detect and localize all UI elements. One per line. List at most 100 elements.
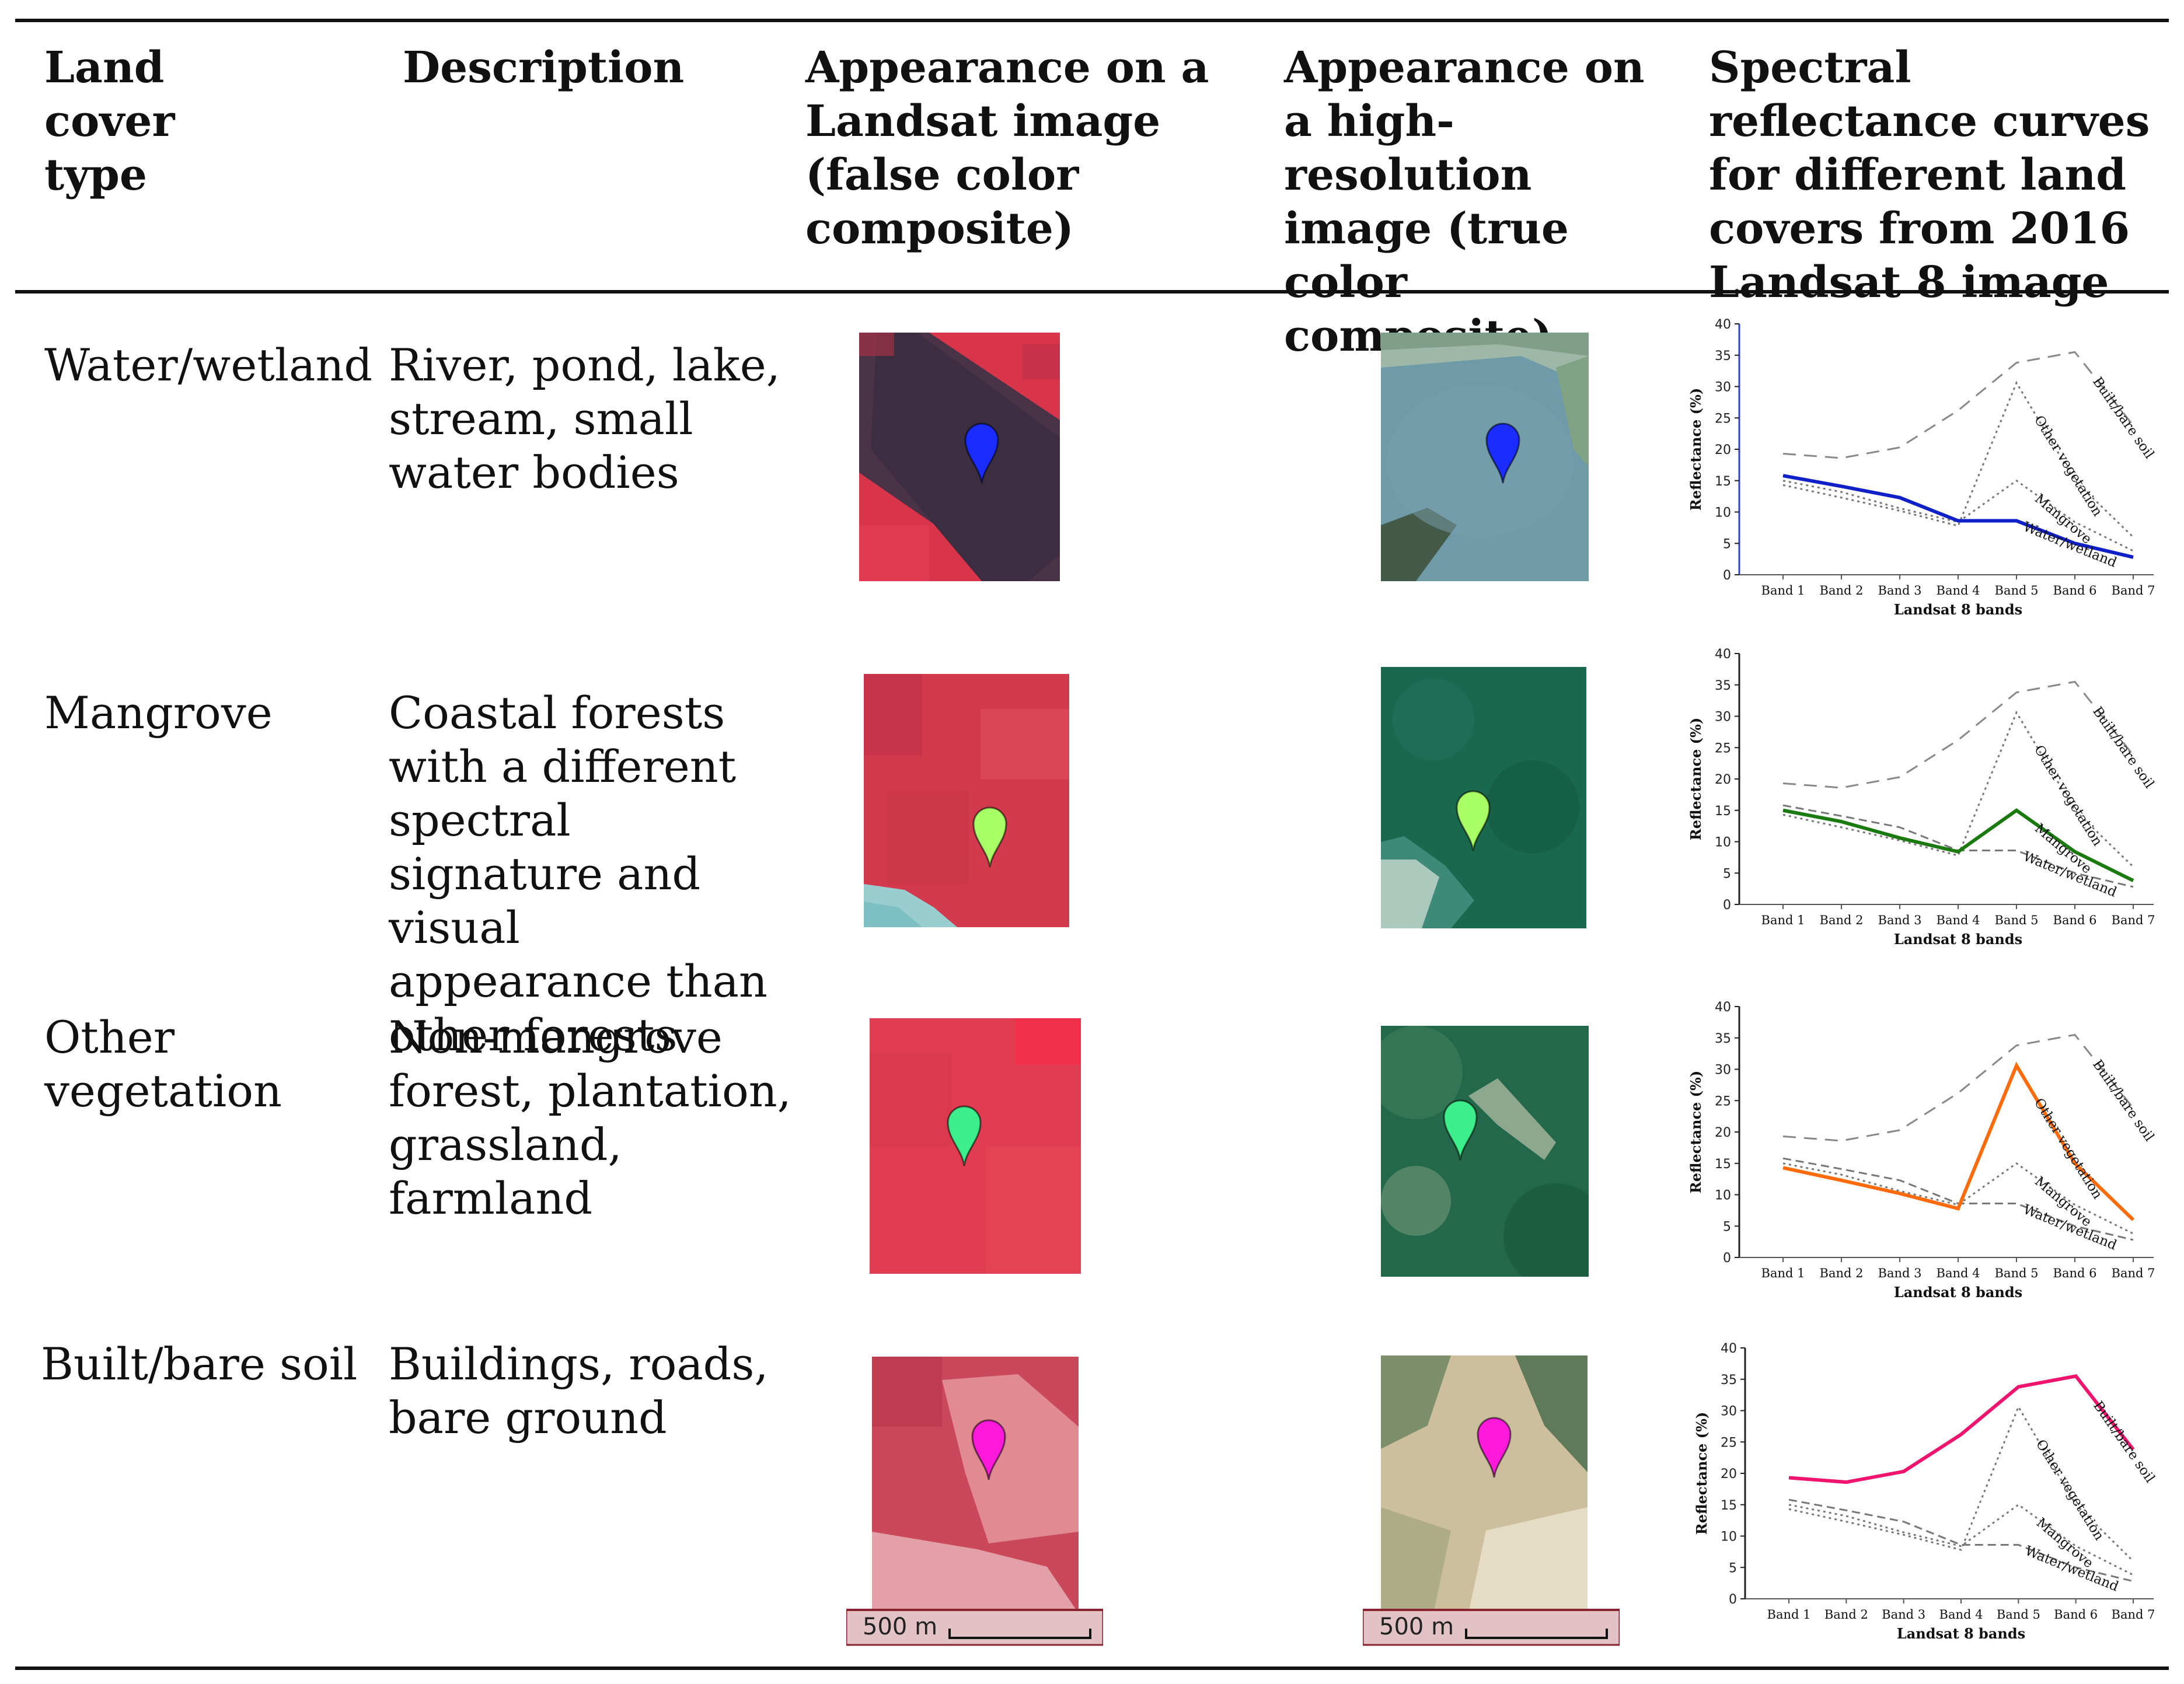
y-tick-label: 40 [1715, 317, 1731, 332]
series-label: Built/bare soil [2089, 704, 2157, 791]
marker-pin-highres-water [1484, 420, 1522, 487]
x-tick-label: Band 4 [1939, 1608, 1983, 1622]
y-tick-label: 0 [1723, 1251, 1731, 1266]
y-axis-label: Reflectance (%) [1687, 388, 1704, 511]
x-tick-label: Band 3 [1878, 584, 1922, 598]
series-line [1782, 710, 2134, 868]
marker-pin-landsat-othervegetation [946, 1103, 983, 1169]
x-tick-label: Band 7 [2112, 913, 2155, 927]
map-pin-icon [1456, 790, 1491, 851]
y-tick-label: 15 [1715, 474, 1731, 489]
marker-pin-highres-mangrove [1454, 788, 1492, 854]
x-axis-label: Landsat 8 bands [1894, 931, 2022, 948]
y-tick-label: 10 [1715, 506, 1731, 520]
x-tick-label: Band 6 [2053, 1266, 2097, 1280]
y-tick-label: 40 [1715, 1000, 1731, 1015]
series-line [1782, 1162, 2134, 1235]
spectral-chart-builtsoil: 0 5 10 15 20 25 30 35 40 Band 1 Band 2 Band 3 Band 4… [1681, 1336, 2177, 1651]
marker-pin-highres-builtsoil [1475, 1414, 1513, 1481]
x-tick-label: Band 3 [1878, 913, 1922, 927]
spectral-chart-othervegetation: 0 5 10 15 20 25 30 35 40 Band 1 Band 2 Band 3 Band 4… [1675, 995, 2177, 1310]
header-landsat-appearance: Appearance on a Landsat image (false col… [805, 43, 1209, 254]
y-tick-label: 20 [1721, 1467, 1737, 1482]
header-highres-appearance: Appearance on a high-resolution image (t… [1284, 43, 1645, 361]
marker-pin-landsat-builtsoil [970, 1417, 1007, 1483]
y-tick-label: 35 [1721, 1373, 1737, 1388]
x-tick-label: Band 6 [2053, 913, 2097, 927]
y-tick-label: 30 [1715, 1063, 1731, 1078]
y-tick-label: 25 [1721, 1435, 1737, 1450]
highres-thumbnail-mangrove [1381, 667, 1586, 928]
y-tick-label: 20 [1715, 1126, 1731, 1140]
row-mangrove-type: Mangrove [44, 687, 273, 739]
y-axis-label: Reflectance (%) [1693, 1412, 1710, 1535]
y-tick-label: 25 [1715, 411, 1731, 426]
map-pin-icon [1485, 422, 1520, 484]
y-tick-label: 20 [1715, 443, 1731, 457]
x-tick-label: Band 5 [1997, 1608, 2040, 1622]
y-tick-label: 10 [1721, 1530, 1737, 1545]
series-line [1782, 680, 2134, 789]
y-tick-label: 30 [1721, 1405, 1737, 1419]
y-tick-label: 5 [1723, 1220, 1731, 1234]
scale-bar-highres: 500 m [1362, 1609, 1621, 1646]
x-tick-label: Band 1 [1761, 913, 1805, 927]
x-tick-label: Band 2 [1820, 584, 1864, 598]
series-label: Built/bare soil [2089, 375, 2157, 462]
y-tick-label: 35 [1715, 1032, 1731, 1046]
series-line [1782, 351, 2134, 459]
y-tick-label: 20 [1715, 773, 1731, 787]
y-tick-label: 30 [1715, 710, 1731, 725]
x-axis-label: Landsat 8 bands [1897, 1625, 2025, 1642]
landsat-thumbnail-mangrove [864, 674, 1069, 927]
x-tick-label: Band 2 [1820, 913, 1864, 927]
scale-bar-label: 500 m [1379, 1613, 1454, 1640]
x-tick-label: Band 4 [1937, 1266, 1980, 1280]
series-line [1782, 1061, 2135, 1221]
series-line [1782, 474, 2134, 559]
y-tick-label: 0 [1723, 568, 1731, 583]
y-tick-label: 5 [1723, 537, 1731, 551]
landsat-thumbnail-water [859, 333, 1060, 581]
map-pin-icon [972, 806, 1007, 868]
header-rule [15, 290, 2169, 294]
x-tick-label: Band 7 [2112, 1608, 2155, 1622]
y-tick-label: 15 [1715, 804, 1731, 819]
map-pin-icon [947, 1105, 982, 1166]
landsat-thumbnail-builtsoil [872, 1357, 1079, 1613]
x-tick-label: Band 6 [2053, 584, 2097, 598]
y-axis-label: Reflectance (%) [1687, 1071, 1704, 1193]
series-label: Built/bare soil [2089, 1057, 2157, 1144]
highres-thumbnail-builtsoil [1381, 1355, 1588, 1613]
x-tick-label: Band 5 [1995, 1266, 2039, 1280]
scale-bar-landsat: 500 m [845, 1609, 1104, 1646]
highres-thumbnail-water [1381, 333, 1589, 581]
series-line [1788, 1374, 2135, 1484]
x-tick-label: Band 1 [1761, 584, 1805, 598]
y-tick-label: 35 [1715, 349, 1731, 364]
y-tick-label: 0 [1723, 898, 1731, 913]
marker-pin-landsat-mangrove [971, 804, 1009, 871]
map-pin-icon [964, 422, 999, 484]
y-tick-label: 15 [1721, 1498, 1737, 1513]
x-tick-label: Band 4 [1937, 584, 1980, 598]
marker-pin-highres-othervegetation [1442, 1097, 1479, 1164]
header-land-cover-type: Land cover type [44, 43, 175, 200]
spectral-chart-mangrove: 0 5 10 15 20 25 30 35 40 Band 1 Band 2 Band 3 Band 4… [1675, 642, 2177, 957]
x-tick-label: Band 2 [1824, 1608, 1868, 1622]
series-label: Built/bare soil [2090, 1399, 2157, 1486]
map-pin-icon [1443, 1099, 1478, 1161]
row-water-type: Water/wetland [44, 339, 373, 391]
row-othervegetation-description: Non-mangrove forest, plantation, grassla… [389, 1011, 791, 1224]
series-line [1788, 1503, 2134, 1576]
row-othervegetation-type: Other vegetation [44, 1011, 282, 1117]
y-tick-label: 30 [1715, 380, 1731, 395]
spectral-chart-water: 0 5 10 15 20 25 30 35 40 Band 1 Band 2 Band 3 Band 4… [1675, 312, 2177, 627]
y-tick-label: 10 [1715, 1189, 1731, 1203]
series-line [1782, 479, 2134, 552]
series-line [1788, 1498, 2134, 1582]
bottom-rule [15, 1666, 2169, 1670]
y-tick-label: 25 [1715, 1094, 1731, 1109]
map-pin-icon [971, 1419, 1006, 1480]
x-axis-label: Landsat 8 bands [1894, 1284, 2022, 1301]
